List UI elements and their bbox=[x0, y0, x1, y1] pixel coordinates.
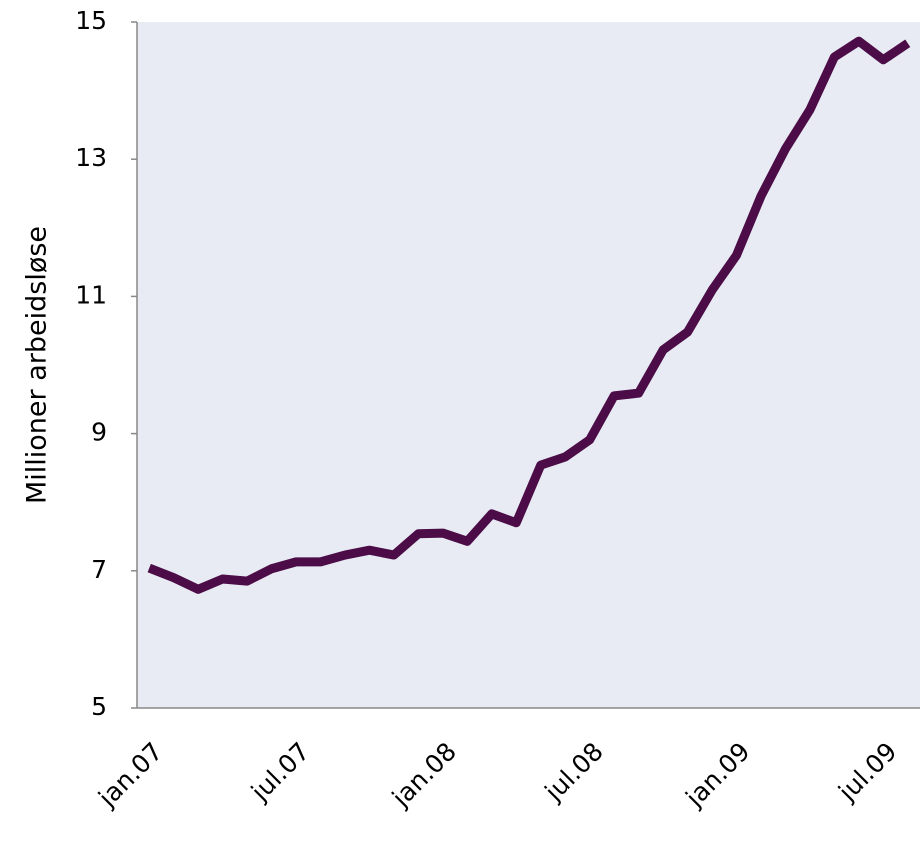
y-tick-label: 7 bbox=[91, 555, 107, 584]
y-tick-label: 15 bbox=[75, 6, 107, 35]
x-tick-label: jul.08 bbox=[539, 737, 609, 807]
x-tick-label: jul.09 bbox=[832, 737, 902, 807]
y-tick-label: 13 bbox=[75, 143, 107, 172]
y-axis-label: Millioner arbeidsløse bbox=[22, 226, 53, 504]
y-tick-label: 9 bbox=[91, 418, 107, 447]
x-tick-label: jul.07 bbox=[245, 737, 315, 807]
y-tick-label: 5 bbox=[91, 692, 107, 721]
y-tick-label: 11 bbox=[75, 280, 107, 309]
line bbox=[147, 36, 911, 594]
x-tick-label: jan.08 bbox=[386, 737, 462, 813]
x-tick-label: jan.07 bbox=[92, 737, 168, 813]
x-tick-label: jan.09 bbox=[679, 737, 755, 813]
